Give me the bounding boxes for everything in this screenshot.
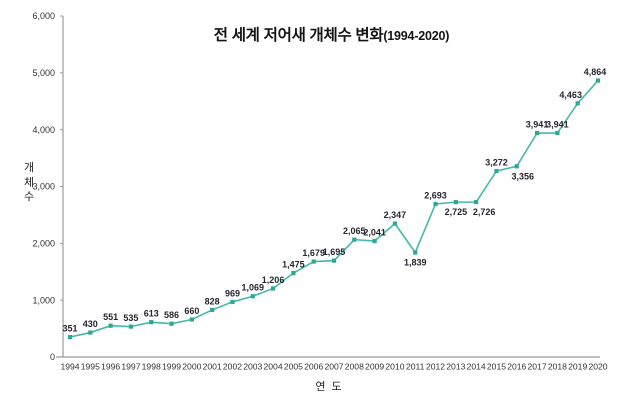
data-point-marker: [413, 250, 418, 255]
x-axis-tick-label: 2018: [548, 362, 567, 372]
data-point-marker: [534, 130, 540, 136]
data-point-label: 969: [225, 288, 240, 298]
data-point-label: 2,726: [473, 207, 496, 217]
data-point-marker: [189, 317, 194, 322]
data-point-marker: [575, 101, 580, 106]
data-point-label: 2,041: [363, 228, 386, 238]
data-point-marker: [474, 199, 479, 205]
data-point-marker: [595, 78, 601, 83]
data-point-label: 1,069: [242, 283, 265, 293]
data-point-marker: [433, 201, 438, 207]
data-point-marker: [230, 299, 235, 305]
x-axis-tick-label: 2009: [365, 362, 384, 372]
x-axis-tick-label: 2016: [507, 362, 526, 372]
data-point-marker: [149, 320, 154, 325]
y-axis-tick-label: 3,000: [32, 182, 55, 192]
data-point-label: 4,864: [584, 67, 607, 77]
x-axis-tick-label: 2020: [588, 362, 607, 372]
data-point-marker: [128, 324, 134, 329]
y-axis-tick-label: 2,000: [32, 239, 55, 249]
x-axis-tick-label: 2010: [385, 362, 404, 372]
data-point-label: 1,679: [302, 248, 325, 258]
y-axis-tick-label: 4,000: [32, 125, 55, 135]
x-axis-tick-label: 2002: [223, 362, 242, 372]
y-axis-tick-label: 6,000: [32, 11, 55, 21]
data-point-label: 2,347: [384, 210, 407, 220]
x-axis-tick-label: 2013: [446, 362, 465, 372]
x-axis-tick-label: 2011: [406, 362, 425, 372]
data-point-marker: [270, 286, 276, 291]
data-point-label: 828: [205, 296, 220, 306]
population-line: [69, 80, 599, 338]
data-point-label: 3,941: [546, 120, 569, 130]
x-axis-tick-label: 1998: [142, 362, 161, 372]
x-axis-tick-label: 2006: [304, 362, 323, 372]
data-point-marker: [331, 258, 337, 263]
data-point-label: 1,839: [404, 257, 427, 267]
x-axis-tick-label: 1996: [101, 362, 120, 372]
x-axis-title: 연도: [315, 381, 348, 393]
data-point-label: 351: [62, 324, 77, 334]
data-point-marker: [555, 130, 560, 136]
x-axis-tick-label: 2017: [528, 362, 547, 372]
data-point-marker: [169, 321, 174, 326]
data-point-marker: [210, 307, 215, 313]
x-axis-tick-label: 2007: [324, 362, 343, 372]
data-point-label: 430: [83, 319, 98, 329]
data-point-marker: [88, 330, 93, 335]
x-axis-tick-label: 2015: [487, 362, 506, 372]
data-point-label: 3,272: [485, 158, 508, 168]
data-point-marker: [453, 200, 458, 205]
data-point-label: 613: [144, 309, 159, 319]
data-point-label: 1,206: [262, 275, 285, 285]
x-axis-tick-label: 2001: [203, 362, 222, 372]
y-axis-title-char: 개: [23, 162, 35, 174]
y-axis-tick-label: 1,000: [32, 295, 55, 305]
chart-title-range: (1994-2020): [383, 29, 450, 43]
x-axis-tick-label: 2000: [182, 362, 201, 372]
data-point-marker: [250, 294, 255, 299]
data-point-label: 660: [184, 306, 199, 316]
x-axis-tick-label: 1997: [121, 362, 140, 372]
data-point-marker: [108, 323, 113, 328]
data-point-marker: [311, 259, 316, 264]
chart-title-text: 전 세계 저어새 개체수 변화: [213, 27, 384, 44]
data-point-label: 2,065: [343, 226, 366, 236]
data-point-marker: [392, 221, 398, 226]
data-point-label: 2,693: [424, 190, 447, 200]
data-point-label: 1,695: [323, 247, 346, 257]
y-axis-tick-label: 0: [50, 352, 55, 362]
data-point-label: 2,725: [445, 207, 468, 217]
data-point-label: 551: [103, 312, 118, 322]
x-axis-tick-label: 2003: [243, 362, 262, 372]
data-point-label: 4,463: [559, 90, 582, 100]
data-point-label: 3,941: [526, 120, 549, 130]
x-axis-tick-label: 2005: [284, 362, 303, 372]
y-axis-title-char: 체: [23, 176, 35, 189]
data-point-marker: [372, 238, 377, 244]
x-axis-tick-label: 2019: [568, 362, 587, 372]
data-point-marker: [352, 237, 357, 242]
data-point-marker: [291, 271, 296, 276]
x-axis-tick-label: 1999: [162, 362, 181, 372]
data-point-label: 535: [123, 313, 138, 323]
data-point-label: 1,475: [282, 260, 305, 270]
data-point-marker: [494, 168, 499, 174]
x-axis-tick-label: 2014: [467, 362, 486, 372]
y-axis-title-char: 수: [23, 191, 35, 203]
page-title: 전 세계 저어새 개체수 변화(1994-2020): [63, 23, 600, 45]
x-axis-tick-label: 2012: [426, 362, 445, 372]
x-axis-tick-label: 1994: [60, 362, 79, 372]
y-axis-tick-label: 5,000: [32, 68, 55, 78]
data-point-label: 3,356: [512, 171, 535, 181]
data-point-label: 586: [164, 310, 179, 320]
data-point-marker: [67, 334, 73, 340]
data-point-marker: [514, 164, 519, 169]
x-axis-tick-label: 2008: [345, 362, 364, 372]
x-axis-tick-label: 2004: [264, 362, 283, 372]
x-axis-tick-label: 1995: [81, 362, 100, 372]
